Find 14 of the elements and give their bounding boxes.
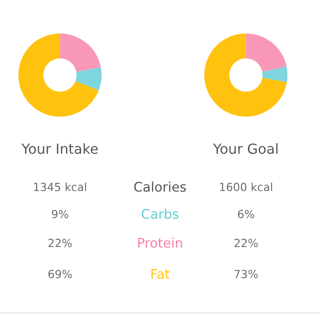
text: 1345 kcal (34, 182, 86, 192)
text: 22% (48, 238, 72, 248)
text: 9% (52, 210, 68, 218)
text: Your Intake (21, 143, 98, 154)
text: Protein (138, 238, 182, 248)
text: 22% (234, 238, 258, 248)
text: Your Goal (213, 143, 278, 154)
text: Fat (151, 269, 170, 279)
text: 73% (234, 270, 258, 278)
text: Carbs (142, 208, 178, 219)
text: 1600 kcal (220, 182, 272, 192)
text: 69% (48, 270, 72, 278)
text: 6% (238, 210, 254, 218)
text: Calories (134, 182, 186, 192)
